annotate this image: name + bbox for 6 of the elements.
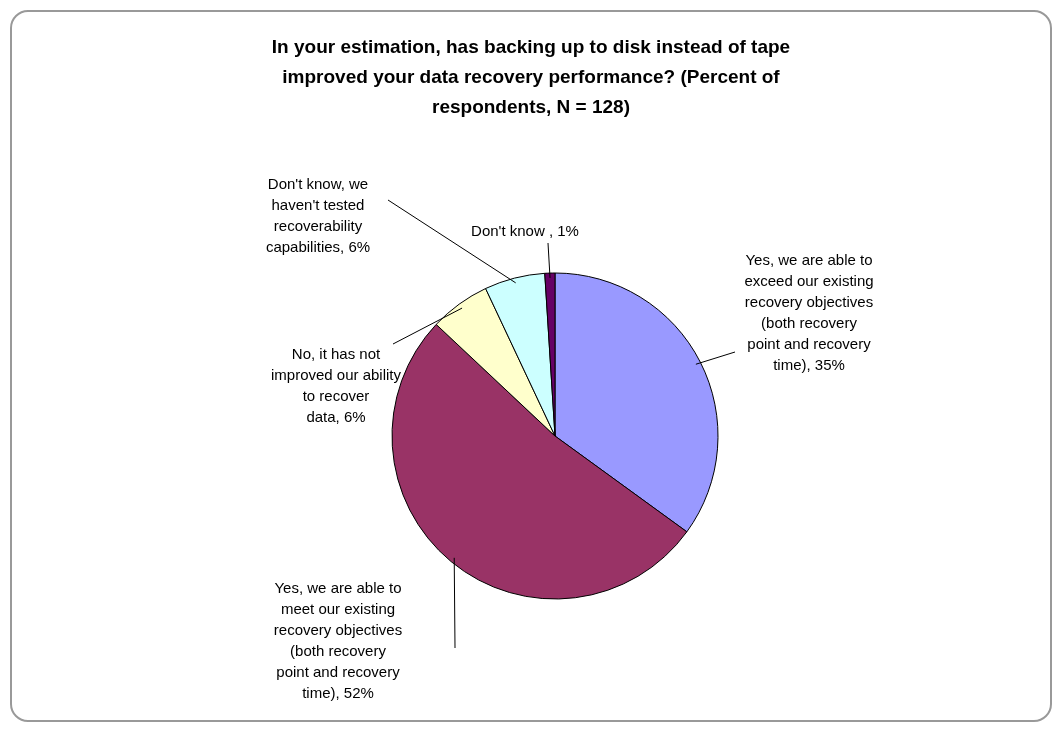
slice-label: No, it has not improved our ability to recover data, 6% <box>270 345 402 426</box>
slice-label: Don't know, we haven't tested recoverability capabilities, 6% <box>265 175 371 256</box>
chart-title: In your estimation, has backing up to disk instead of tape improved your data recovery performance? (Percent of respondents, N = 128) <box>271 36 791 118</box>
slice-label: Don't know , 1% <box>471 222 579 240</box>
slice-label: Yes, we are able to meet our existing recovery objectives (both recovery point and recovery time), 52% <box>273 579 403 702</box>
slice-label: Yes, we are able to exceed our existing recovery objectives (both recovery point and recovery time), 35% <box>744 251 874 374</box>
